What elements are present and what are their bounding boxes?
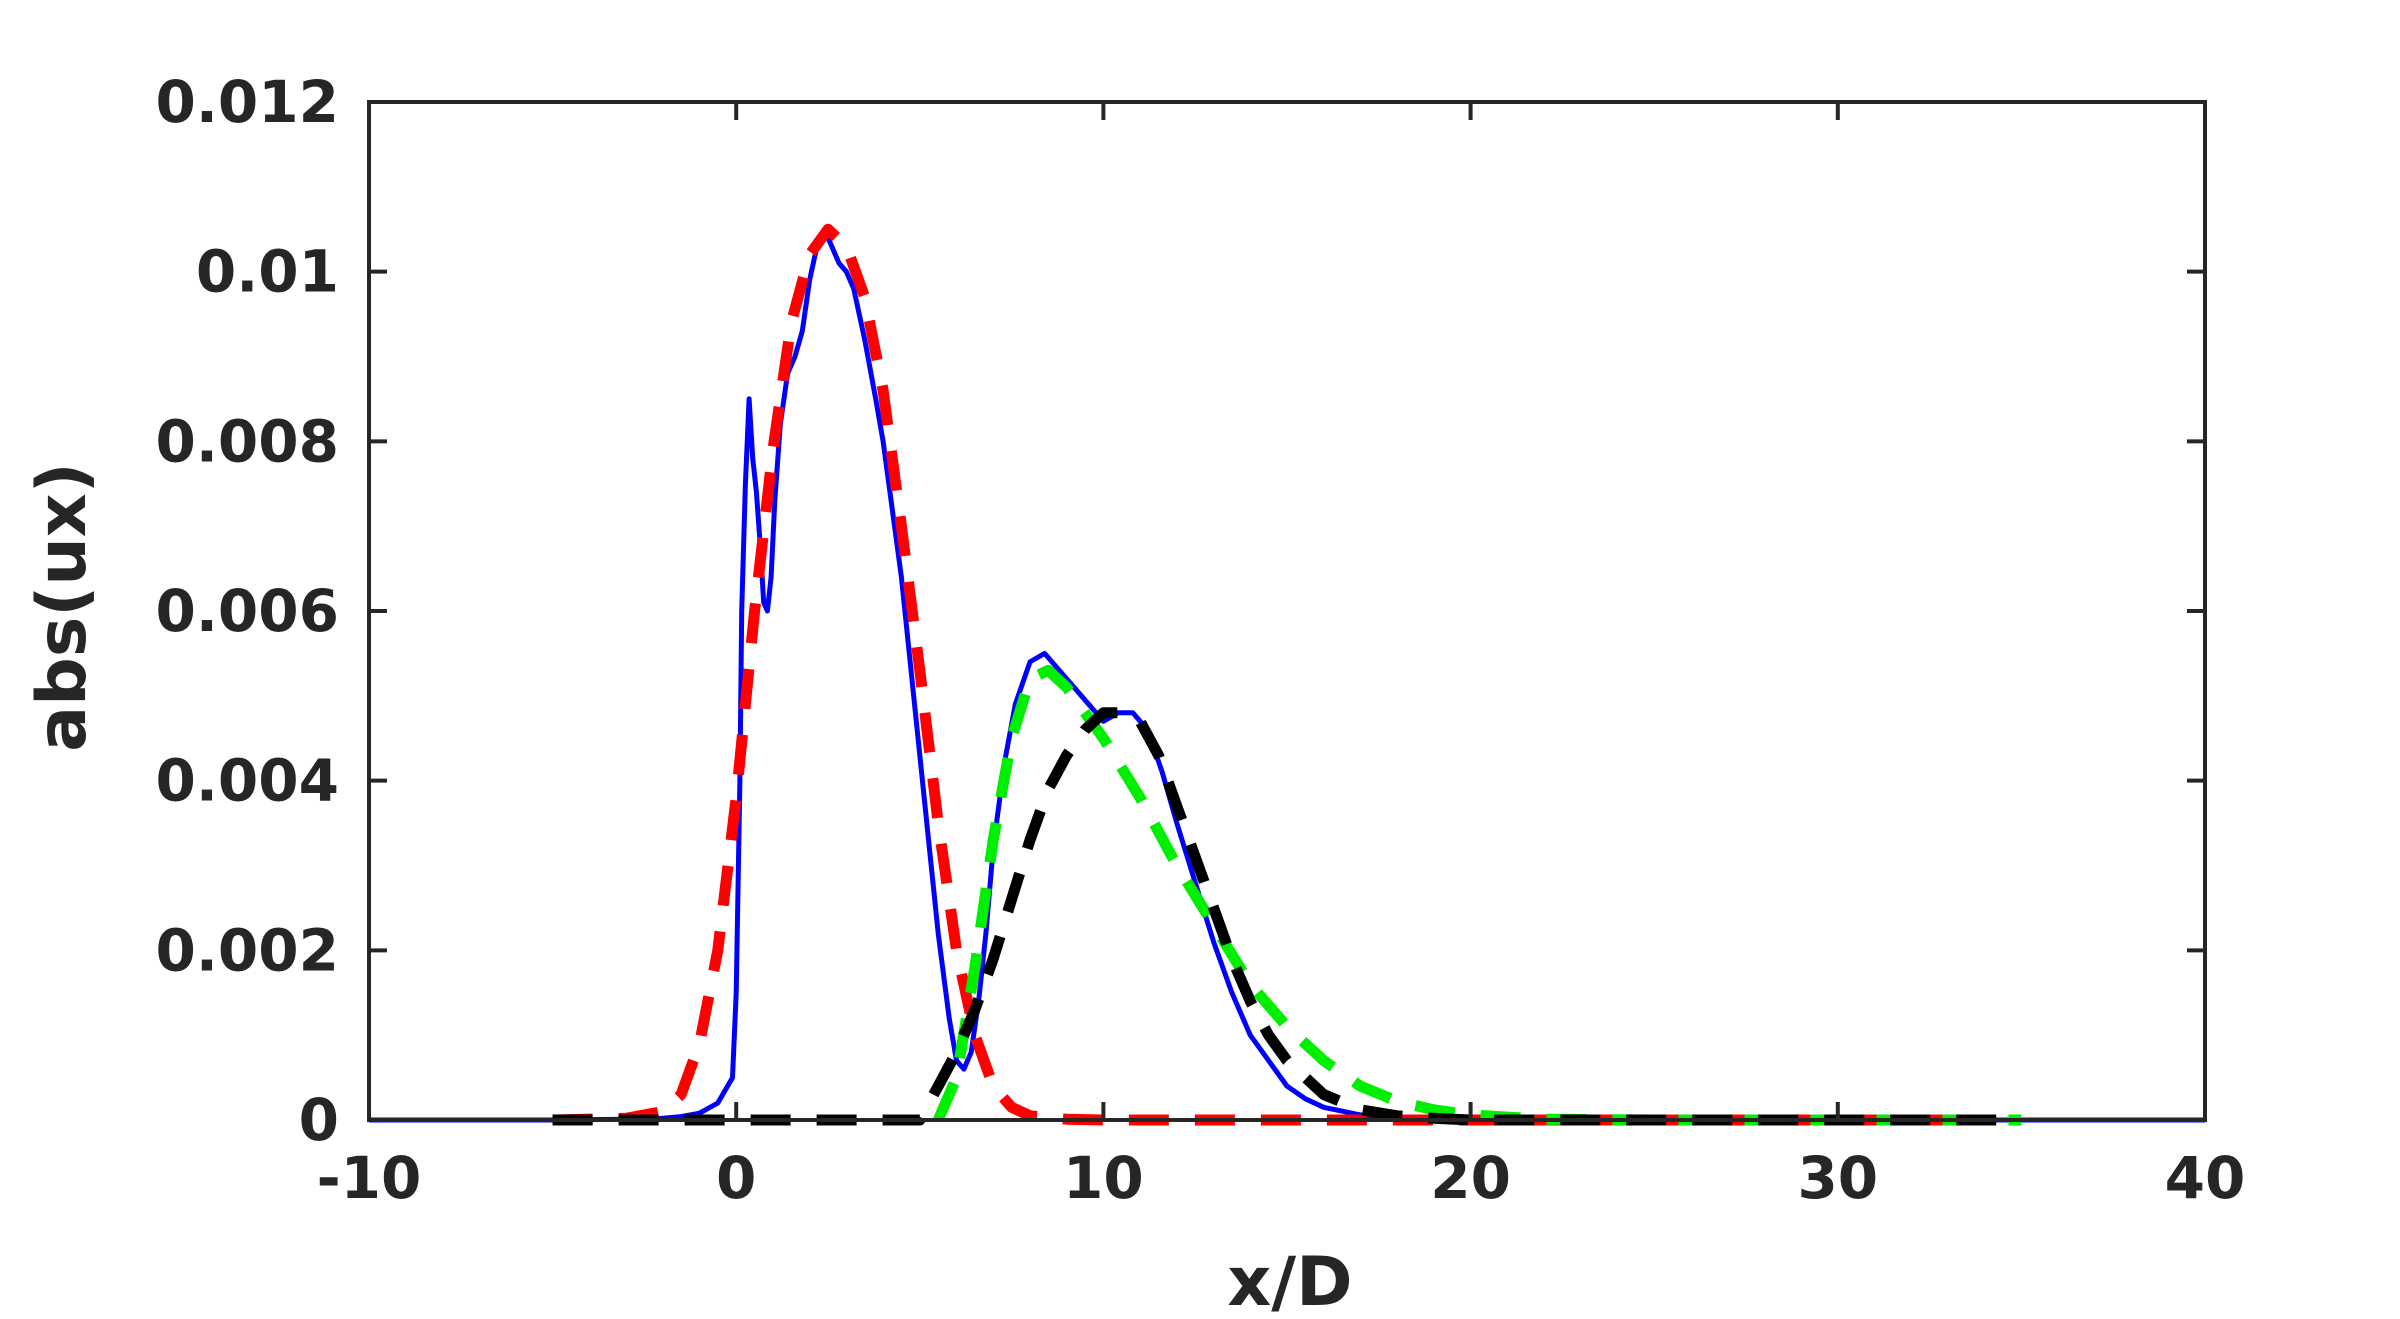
x-tick-label: 20 [1430, 1144, 1511, 1212]
axes-layer: -10 0 10 20 30 4000.0020.0040.0060.0080.010.0… [156, 68, 2246, 1212]
y-tick-label: 0.002 [156, 916, 339, 984]
series-3-line [552, 707, 2022, 1126]
y-tick-label: 0.006 [156, 577, 339, 645]
y-tick-label: 0.004 [156, 747, 339, 815]
y-tick-label: 0.012 [156, 68, 339, 136]
series-layer [369, 223, 2205, 1126]
x-tick-label: -10 [317, 1144, 422, 1212]
y-axis-label: abs(ux) [23, 462, 102, 751]
series-1-line [552, 223, 1985, 1126]
series-2-line [933, 664, 2022, 1126]
x-axis-label: x/D [1227, 1243, 1352, 1319]
x-tick-label: 40 [2165, 1144, 2246, 1212]
series-0-line [369, 226, 2205, 1123]
y-tick-label: 0.01 [196, 238, 339, 306]
y-tick-label: 0 [299, 1086, 339, 1154]
x-tick-label: 0 [716, 1144, 756, 1212]
y-tick-label: 0.008 [156, 407, 339, 475]
x-tick-label: 30 [1797, 1144, 1878, 1212]
x-tick-label: 10 [1063, 1144, 1144, 1212]
